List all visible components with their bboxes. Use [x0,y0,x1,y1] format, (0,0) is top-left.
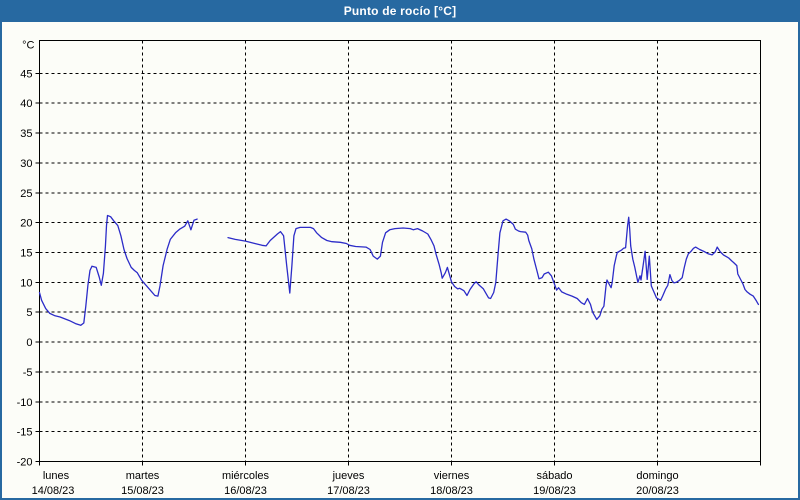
plot-border [39,40,761,462]
y-tick-label: 20 [20,218,32,230]
x-day-label: domingo [636,470,678,482]
window-title: Punto de rocío [°C] [343,4,457,18]
x-day-label: viernes [434,470,470,482]
x-date-label: 19/08/23 [533,485,576,497]
y-tick-label: 5 [26,307,32,319]
y-tick-label: -20 [17,457,33,469]
x-day-label: lunes [43,470,70,482]
x-day-label: sábado [536,470,572,482]
y-tick-label: 45 [20,68,32,80]
x-day-label: miércoles [222,470,270,482]
x-date-label: 15/08/23 [121,485,164,497]
y-tick-label: 10 [20,277,32,289]
y-tick-label: 35 [20,128,32,140]
y-tick-label: 40 [20,98,32,110]
x-day-label: jueves [332,470,365,482]
x-date-label: 17/08/23 [327,485,370,497]
y-tick-label: 25 [20,188,32,200]
x-date-label: 18/08/23 [430,485,473,497]
y-tick-label: -5 [23,367,33,379]
window-title-bar: Punto de rocío [°C] [0,0,800,22]
dew-point-line-segment [38,214,198,326]
y-tick-label: 30 [20,158,32,170]
y-tick-label: -10 [17,397,33,409]
y-tick-label: 0 [26,337,32,349]
y-tick-label: -15 [17,427,33,439]
x-date-label: 16/08/23 [224,485,267,497]
x-date-label: 20/08/23 [636,485,679,497]
x-day-label: martes [126,470,160,482]
y-tick-label: 15 [20,247,32,259]
x-date-label: 14/08/23 [32,485,75,497]
dew-point-line-segment [227,216,760,321]
y-axis-unit-label: °C [22,40,34,52]
